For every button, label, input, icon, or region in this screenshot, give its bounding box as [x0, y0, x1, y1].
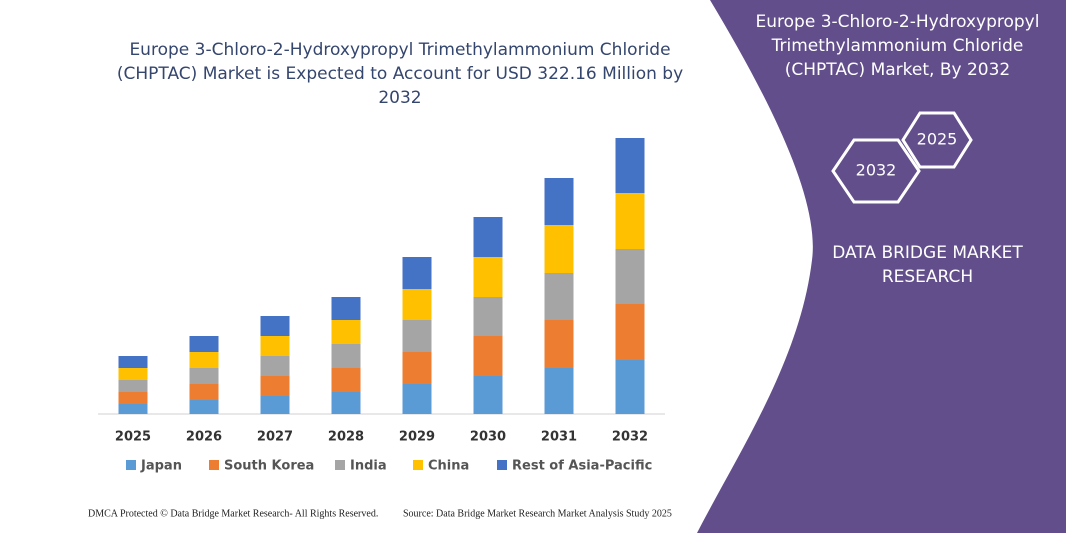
- bar-segment: [615, 193, 645, 249]
- bar-segment: [260, 376, 290, 396]
- bar-segment: [615, 249, 645, 304]
- legend-swatch: [126, 460, 136, 470]
- bar-segment: [189, 368, 219, 384]
- bar-segment: [331, 392, 361, 414]
- x-tick-label: 2031: [541, 430, 577, 445]
- bar-segment: [189, 384, 219, 400]
- panel-title: Europe 3-Chloro-2-Hydroxypropyl Trimethy…: [755, 12, 1040, 80]
- bar-segment: [544, 320, 574, 368]
- legend-swatch: [209, 460, 219, 470]
- bar-segment: [615, 138, 645, 193]
- brand: DATA BRIDGE MARKET RESEARCH: [832, 243, 1023, 287]
- bar-segment: [260, 396, 290, 414]
- bar-segment: [473, 257, 503, 297]
- x-tick-label: 2025: [115, 430, 151, 445]
- bar-segment: [544, 225, 574, 273]
- legend-label: Rest of Asia-Pacific: [512, 459, 652, 474]
- bar-segment: [189, 336, 219, 352]
- legend-label: China: [428, 459, 469, 474]
- hex-label: 2032: [856, 161, 897, 180]
- footer-note: DMCA Protected © Data Bridge Market Rese…: [88, 508, 378, 519]
- bar-segment: [118, 404, 148, 414]
- bar-segment: [544, 368, 574, 414]
- x-tick-label: 2029: [399, 430, 435, 445]
- bar-segment: [331, 297, 361, 320]
- footer-note: Source: Data Bridge Market Research Mark…: [403, 508, 672, 519]
- hexagon: [831, 138, 921, 204]
- bar-segment: [544, 178, 574, 225]
- bar-segment: [260, 316, 290, 336]
- bar-segment: [189, 400, 219, 414]
- chart-title: Europe 3-Chloro-2-Hydroxypropyl Trimethy…: [116, 40, 684, 108]
- bar-segment: [118, 356, 148, 368]
- legend-swatch: [413, 460, 423, 470]
- legend-label: South Korea: [224, 459, 314, 474]
- x-tick-label: 2026: [186, 430, 222, 445]
- bar-segment: [473, 376, 503, 414]
- side-panel: [697, 0, 1066, 533]
- bar-segment: [331, 344, 361, 368]
- x-tick-label: 2032: [612, 430, 648, 445]
- hexagon: [901, 111, 973, 169]
- bar-segment: [473, 336, 503, 376]
- legend-label: India: [350, 459, 387, 474]
- bar-segment: [544, 273, 574, 320]
- bar-segment: [260, 336, 290, 356]
- bar-segment: [402, 320, 432, 352]
- bar-segment: [615, 360, 645, 414]
- bar-segment: [402, 384, 432, 414]
- bar-segment: [473, 297, 503, 336]
- x-tick-label: 2030: [470, 430, 506, 445]
- bar-segment: [402, 289, 432, 320]
- bar-segment: [402, 352, 432, 384]
- hex-label: 2025: [917, 130, 958, 149]
- bar-segment: [189, 352, 219, 368]
- legend-swatch: [335, 460, 345, 470]
- bar-segment: [615, 304, 645, 360]
- bar-segment: [473, 217, 503, 257]
- bar-segment: [260, 356, 290, 376]
- bar-segment: [118, 392, 148, 404]
- bar-segment: [402, 257, 432, 289]
- legend-label: Japan: [140, 459, 182, 474]
- bar-segment: [118, 368, 148, 380]
- bar-segment: [331, 320, 361, 344]
- legend-swatch: [497, 460, 507, 470]
- x-tick-label: 2027: [257, 430, 293, 445]
- bar-segment: [118, 380, 148, 392]
- bar-segment: [331, 368, 361, 392]
- x-tick-label: 2028: [328, 430, 364, 445]
